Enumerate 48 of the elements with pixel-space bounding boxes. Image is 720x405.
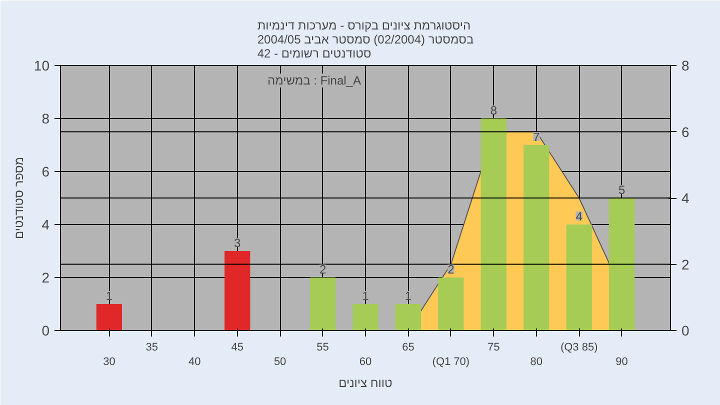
y-tick-label: 4 [42,216,50,232]
y-tick-label: 0 [42,322,50,338]
x-tick-label: 65 [402,342,414,354]
y-tick-label: 8 [42,110,50,126]
bar [438,278,464,330]
x-tick-label: 50 [274,356,286,368]
chart-title: היסטוגרמת ציונים בקורס - מערכות דינמיות בסמסטר (02/2004) סמסטר אביב 2004/05 סטודנטים רשומים - 42 [257,18,474,60]
x-axis-title: טווח ציונים [338,376,393,390]
data-label: 5 [618,183,626,197]
bar [524,145,550,330]
y2-tick-label: 6 [682,124,690,140]
x-tick-label: 90 [616,356,628,368]
bar [224,251,250,330]
data-label: 1 [404,289,412,303]
data-label: 3 [234,236,242,250]
data-label: 1 [362,289,370,303]
data-label: 2 [319,262,326,276]
y2-tick-label: 8 [682,58,690,74]
bar [96,304,122,330]
x-tick-label: 35 [146,342,158,354]
x-tick-label: 45 [231,342,244,354]
data-label: 1 [106,289,113,303]
y-axis-title: מספר סטודנטים [12,156,26,240]
x-tick-label: 30 [103,356,116,368]
bar [395,304,422,330]
y-tick-label: 10 [34,58,50,74]
x-tick-label: (Q3 85) [560,342,598,354]
bar [566,224,592,330]
data-label: 2 [448,262,455,276]
y2-tick-label: 0 [682,322,690,338]
x-tick-label: 80 [530,356,542,368]
x-tick-label: (Q1 70) [432,356,470,368]
bar [608,198,635,330]
x-tick-label: 40 [188,356,201,368]
bar [352,304,378,330]
x-tick-label: 55 [316,342,329,354]
bar [310,278,336,330]
annotation: במשימה : Final_A [268,74,361,88]
data-label: 8 [490,104,498,118]
y-tick-label: 6 [42,164,50,180]
data-label: 7 [533,130,540,144]
bar [480,118,506,330]
y2-tick-label: 2 [682,256,690,272]
data-label: 4 [576,210,583,224]
x-tick-label: 75 [488,342,500,354]
y2-tick-label: 4 [682,190,690,206]
y-tick-label: 2 [42,270,50,286]
x-tick-label: 60 [359,356,372,368]
